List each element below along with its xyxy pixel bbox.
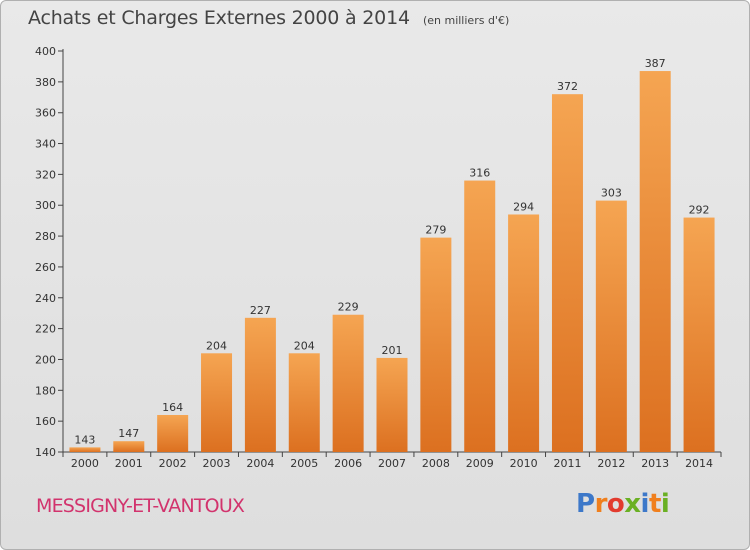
value-label: 303: [601, 187, 622, 200]
x-tick-label: 2009: [466, 457, 494, 470]
x-tick-label: 2013: [641, 457, 669, 470]
y-tick-label: 280: [35, 230, 56, 243]
x-tick-label: 2003: [203, 457, 231, 470]
y-tick-label: 160: [35, 415, 56, 428]
x-tick-label: 2008: [422, 457, 450, 470]
y-tick-label: 360: [35, 107, 56, 120]
bar-2010: [508, 214, 540, 452]
bar-2006: [332, 314, 364, 452]
x-tick-label: 2002: [159, 457, 187, 470]
value-label: 143: [74, 433, 95, 446]
value-label: 204: [206, 339, 227, 352]
value-label: 229: [338, 301, 359, 314]
value-label: 372: [557, 80, 578, 93]
value-label: 294: [513, 200, 534, 213]
bar-2013: [639, 71, 671, 453]
chart-value-labels: 143 147 164 204 227 204 229 201 279 316 294 372 303 3…: [74, 57, 709, 446]
y-tick-label: 260: [35, 261, 56, 274]
x-tick-label: 2010: [510, 457, 538, 470]
chart-unit: (en milliers d'€): [422, 14, 510, 27]
bar-2011: [551, 94, 583, 452]
logo-letter: P: [576, 489, 595, 519]
y-tick-label: 300: [35, 199, 56, 212]
bar-2008: [420, 237, 452, 452]
bar-2003: [201, 353, 233, 452]
logo-letter: r: [594, 489, 608, 519]
y-tick-label: 220: [35, 323, 56, 336]
bar-2004: [244, 317, 276, 452]
bar-2001: [113, 441, 145, 452]
y-tick-label: 180: [35, 384, 56, 397]
value-label: 164: [162, 401, 183, 414]
value-label: 316: [469, 167, 490, 180]
commune-name: MESSIGNY-ET-VANTOUX: [36, 495, 245, 517]
logo-letter: i: [640, 489, 650, 519]
y-tick-label: 240: [35, 292, 56, 305]
proxiti-logo: Proxiti: [576, 489, 670, 519]
bar-2014: [683, 217, 715, 452]
x-tick-label: 2000: [71, 457, 99, 470]
x-tick-label: 2006: [334, 457, 362, 470]
value-label: 292: [689, 204, 710, 217]
logo-letter: t: [648, 489, 661, 519]
bar-2000: [69, 447, 101, 452]
value-label: 201: [382, 344, 403, 357]
logo-letter: i: [660, 489, 670, 519]
chart-title: Achats et Charges Externes 2000 à 2014: [28, 7, 410, 29]
y-tick-label: 320: [35, 168, 56, 181]
value-label: 279: [425, 224, 446, 237]
bar-2009: [464, 180, 496, 453]
x-tick-label: 2012: [597, 457, 625, 470]
x-tick-label: 2014: [685, 457, 713, 470]
bar-2007: [376, 357, 408, 452]
bar-2012: [595, 200, 627, 452]
x-tick-label: 2005: [290, 457, 318, 470]
x-tick-label: 2011: [553, 457, 581, 470]
chart-bars: [69, 71, 715, 453]
y-tick-label: 340: [35, 138, 56, 151]
title-row: Achats et Charges Externes 2000 à 2014 (…: [28, 7, 509, 29]
y-tick-label: 200: [35, 353, 56, 366]
bar-2002: [157, 414, 189, 452]
x-tick-label: 2004: [246, 457, 274, 470]
y-tick-label: 140: [35, 446, 56, 459]
x-tick-label: 2001: [115, 457, 143, 470]
value-label: 227: [250, 304, 271, 317]
y-tick-label: 380: [35, 76, 56, 89]
value-label: 387: [645, 57, 666, 70]
y-tick-label: 400: [35, 45, 56, 58]
value-label: 204: [294, 339, 315, 352]
logo-letter: o: [606, 489, 625, 519]
value-label: 147: [118, 427, 139, 440]
logo-letter: x: [624, 489, 641, 519]
bar-2005: [288, 353, 320, 452]
x-tick-label: 2007: [378, 457, 406, 470]
